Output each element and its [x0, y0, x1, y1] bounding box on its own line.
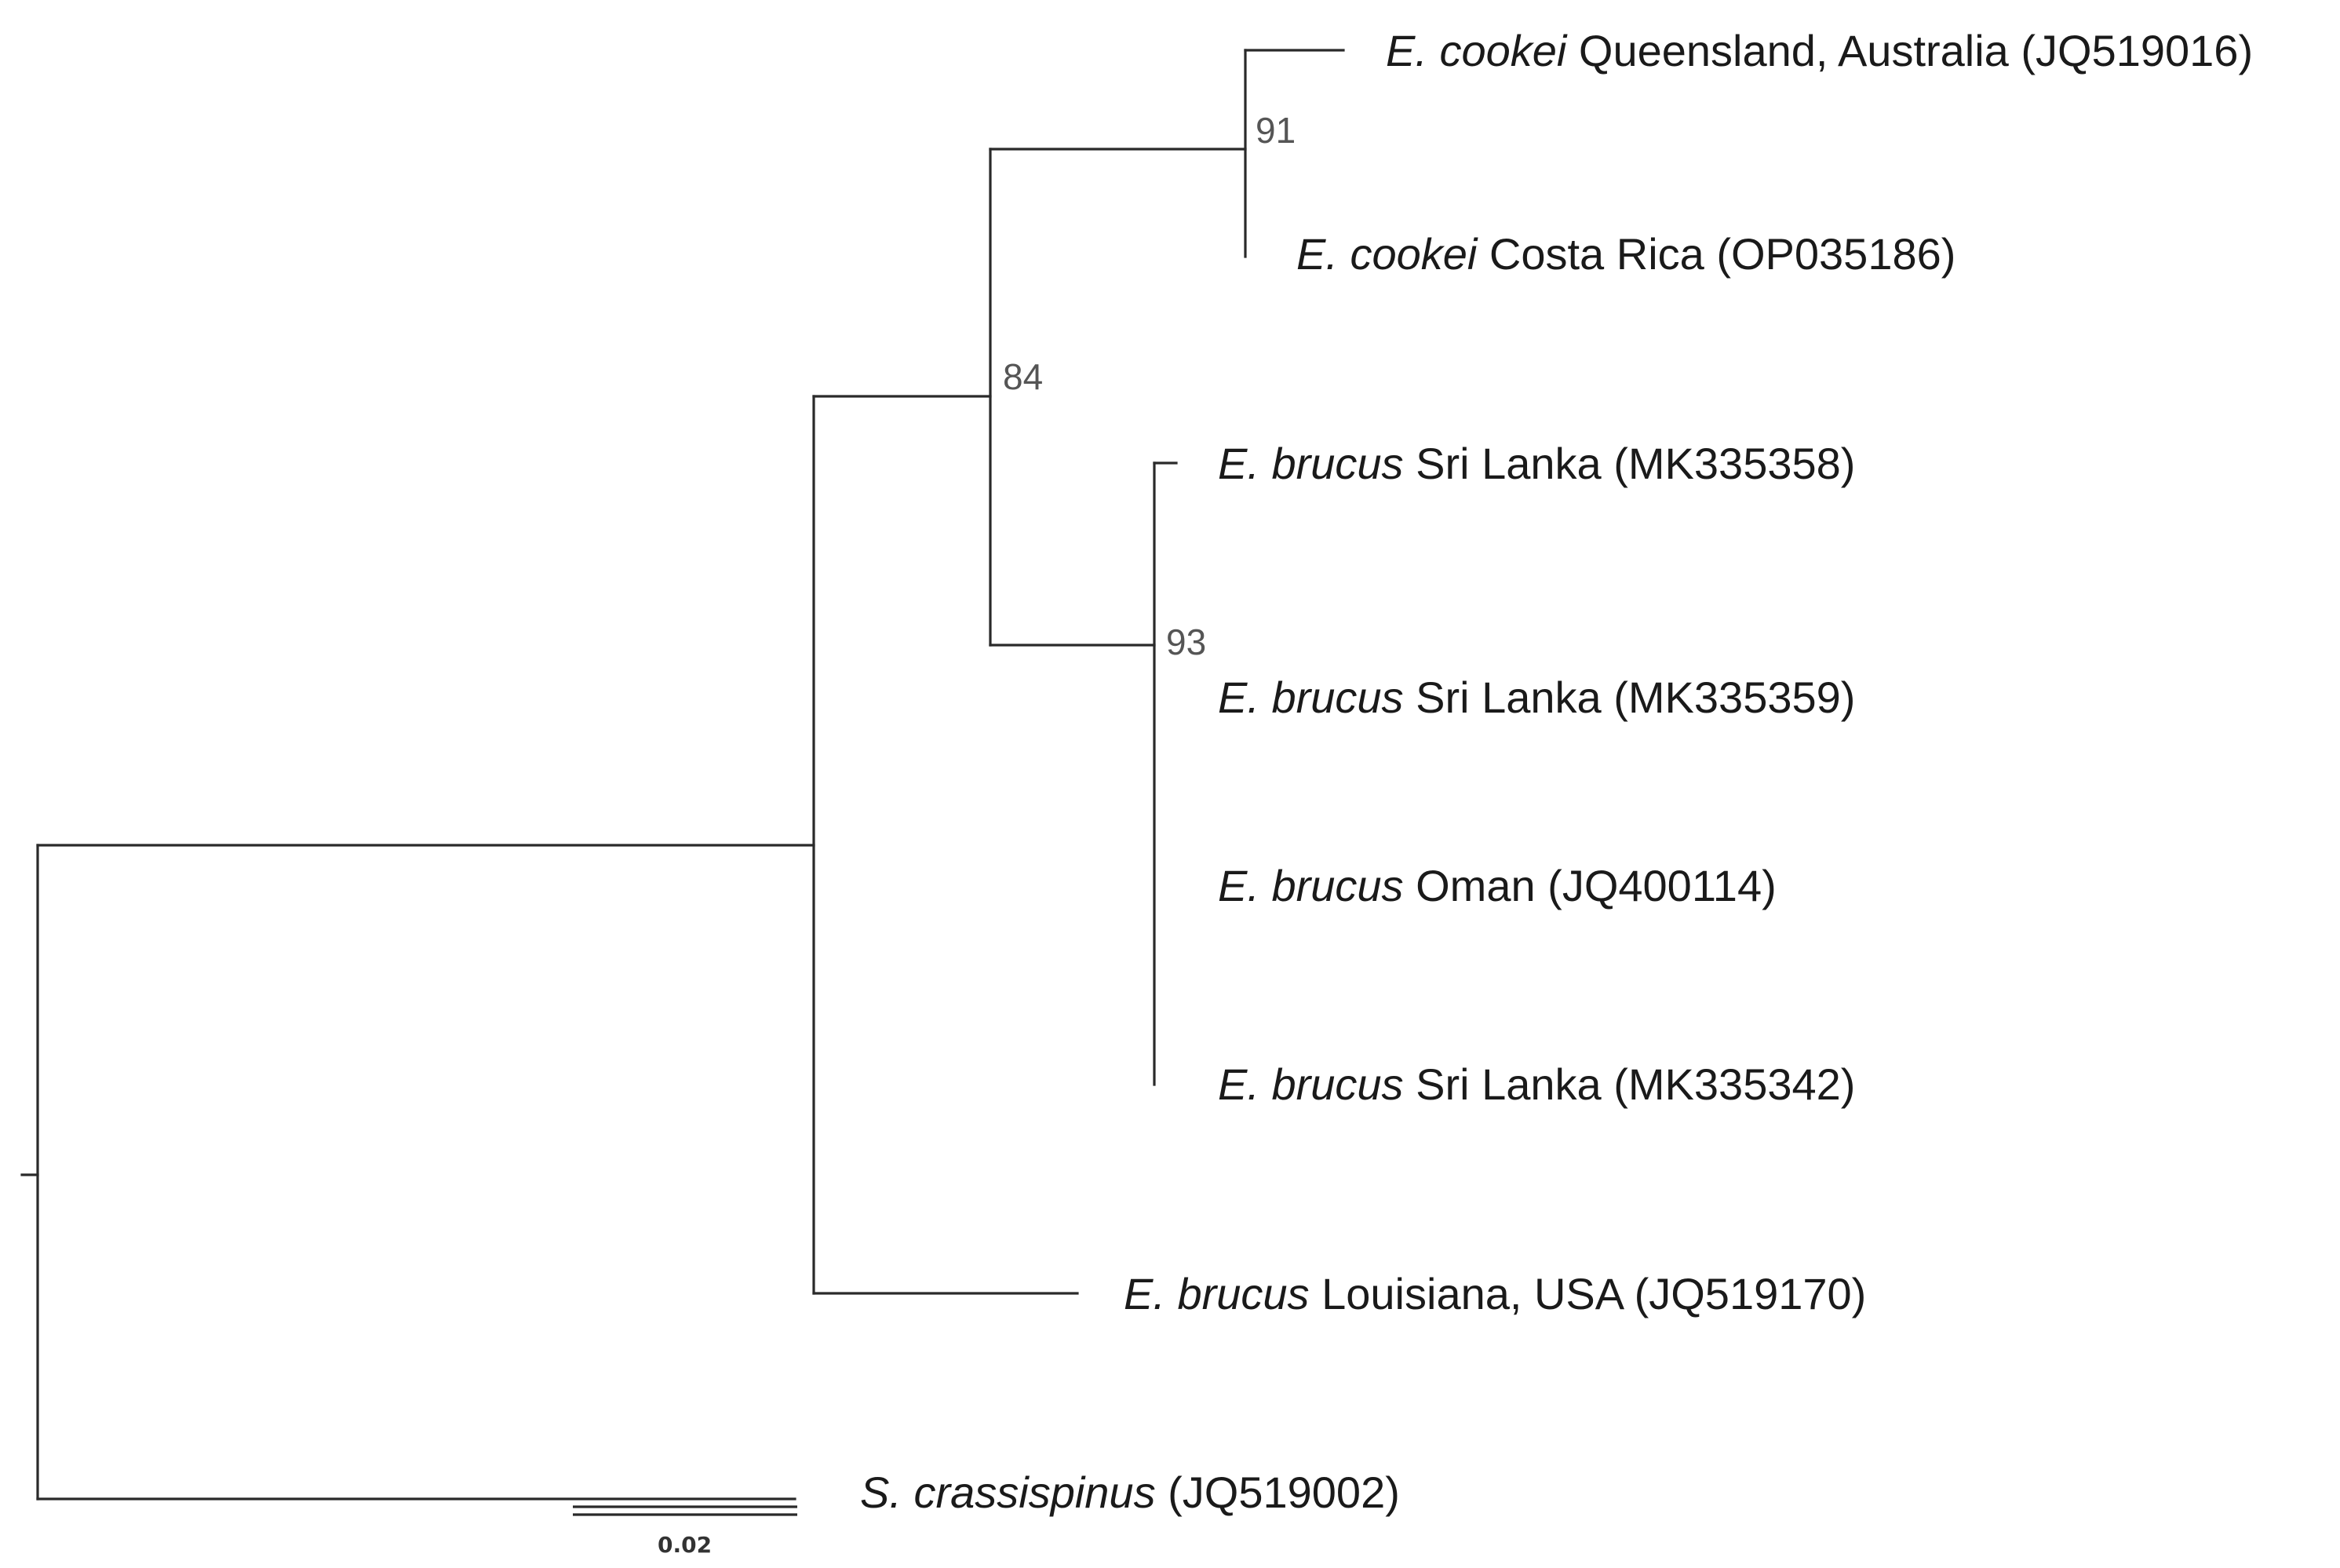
- locality-accession: Louisiana, USA (JQ519170): [1310, 1269, 1867, 1318]
- locality-accession: Costa Rica (OP035186): [1477, 229, 1955, 279]
- locality-accession: (JQ519002): [1156, 1468, 1400, 1517]
- locality-accession: Sri Lanka (MK335342): [1404, 1059, 1856, 1109]
- species-name: E. brucus: [1218, 439, 1404, 488]
- taxon-label-brucus-srilanka-mk335358: E. brucus Sri Lanka (MK335358): [1218, 439, 1855, 488]
- taxon-label-brucus-srilanka-mk335342: E. brucus Sri Lanka (MK335342): [1218, 1059, 1855, 1109]
- species-name: E. brucus: [1218, 673, 1404, 722]
- taxon-label-brucus-louisiana: E. brucus Louisiana, USA (JQ519170): [1124, 1269, 1866, 1318]
- taxon-label-cookei-queensland: E. cookei Queensland, Australia (JQ51901…: [1386, 26, 2253, 75]
- taxon-label-brucus-srilanka-mk335359: E. brucus Sri Lanka (MK335359): [1218, 673, 1855, 722]
- scale-bar: 0.02: [573, 1505, 797, 1558]
- species-name: E. brucus: [1124, 1269, 1310, 1318]
- taxon-label-crassispinus: S. crassispinus (JQ519002): [860, 1468, 1400, 1517]
- support-value-91: 91: [1256, 110, 1296, 151]
- taxon-label-cookei-costa-rica: E. cookei Costa Rica (OP035186): [1296, 229, 1955, 279]
- support-value-84: 84: [1003, 356, 1043, 397]
- species-name: S. crassispinus: [860, 1468, 1156, 1517]
- species-name: E. cookei: [1386, 26, 1568, 75]
- locality-accession: Sri Lanka (MK335359): [1404, 673, 1856, 722]
- support-value-93: 93: [1166, 622, 1206, 662]
- locality-accession: Sri Lanka (MK335358): [1404, 439, 1856, 488]
- species-name: E. brucus: [1218, 1059, 1404, 1109]
- locality-accession: Oman (JQ400114): [1404, 861, 1777, 910]
- scale-bar-label: 0.02: [658, 1532, 712, 1558]
- species-name: E. cookei: [1296, 229, 1478, 279]
- species-name: E. brucus: [1218, 861, 1404, 910]
- locality-accession: Queensland, Australia (JQ519016): [1566, 26, 2253, 75]
- taxon-label-brucus-oman: E. brucus Oman (JQ400114): [1218, 861, 1777, 910]
